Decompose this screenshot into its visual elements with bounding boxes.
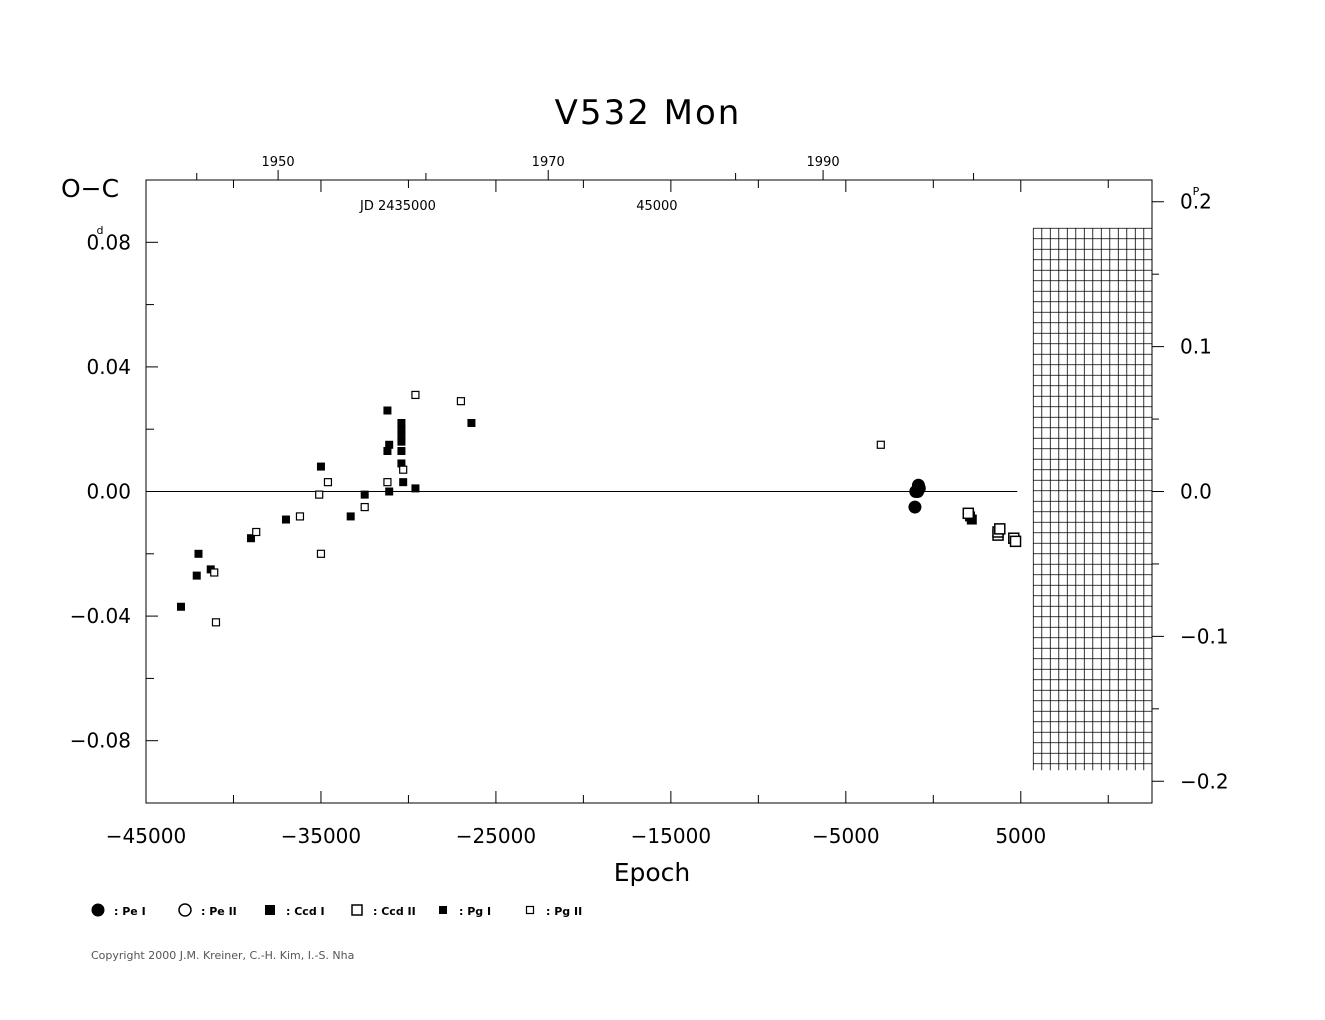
x-tick-label: −35000 (281, 824, 361, 848)
jd-tick-label: JD 2435000 (359, 199, 436, 214)
data-point (176, 602, 185, 611)
x-tick-label: −25000 (456, 824, 536, 848)
axes (145, 179, 1153, 804)
data-point (315, 490, 324, 499)
data-point (962, 507, 975, 520)
data-point (397, 447, 406, 456)
y-axis-label: O−C (61, 174, 119, 203)
right-tick-label: −0.2 (1180, 769, 1229, 793)
data-point (399, 465, 408, 474)
legend-marker (439, 906, 447, 914)
x-tick-label: 5000 (995, 824, 1046, 848)
y-tick-label: −0.08 (70, 729, 131, 753)
y-tick-label: 0.04 (86, 355, 131, 379)
data-point (385, 487, 394, 496)
legend-marker (265, 905, 275, 915)
data-point (397, 437, 406, 446)
legend: : Pe I : Pe II : Ccd I : Ccd II : Pg I : Pg I… (91, 903, 582, 918)
data-point (456, 397, 466, 406)
grid-region (1032, 227, 1152, 771)
data-point (346, 512, 355, 521)
data-point (210, 568, 219, 577)
legend-marker (351, 904, 363, 916)
data-point (383, 406, 392, 415)
y-unit-superscript: d (97, 224, 104, 237)
data-point (252, 527, 261, 537)
data-point (397, 459, 406, 468)
legend-marker (178, 903, 192, 917)
legend-label: : Ccd I (286, 905, 325, 918)
year-tick-label: 1950 (262, 155, 295, 170)
data-points (176, 390, 1022, 627)
x-tick-label: −5000 (812, 824, 880, 848)
data-point (385, 440, 394, 449)
data-point (192, 571, 201, 580)
legend-label: : Pg I (459, 905, 491, 918)
data-point (281, 515, 290, 524)
copyright: Copyright 2000 J.M. Kreiner, C.-H. Kim, … (91, 949, 355, 962)
legend-label: : Pg II (546, 905, 582, 918)
data-point (397, 425, 406, 434)
data-point (360, 490, 369, 499)
data-point (323, 478, 333, 487)
x-axis-label: Epoch (614, 858, 691, 887)
data-point (397, 431, 406, 440)
chart-title: V532 Mon (555, 93, 742, 133)
data-point (316, 462, 325, 471)
data-point (383, 478, 392, 487)
tick-labels: −45000 −35000 −25000 −15000 −5000 5000 0.08 0.0… (70, 155, 1229, 848)
data-point (211, 618, 221, 627)
jd-tick-label: 45000 (636, 199, 677, 214)
right-tick-label: 0.1 (1180, 335, 1212, 359)
data-point (316, 549, 326, 558)
data-point (397, 418, 406, 427)
legend-marker (91, 903, 105, 917)
legend-marker (525, 905, 535, 915)
x-tick-label: −15000 (631, 824, 711, 848)
data-point (360, 502, 369, 512)
y-tick-label: −0.04 (70, 604, 131, 628)
right-tick-label: 0.0 (1180, 480, 1212, 504)
legend-label: : Ccd II (373, 905, 416, 918)
data-point (295, 512, 305, 521)
data-point (911, 485, 925, 498)
data-point (994, 523, 1006, 535)
data-point (411, 390, 420, 400)
data-point (383, 447, 392, 456)
right-tick-label: 0.2 (1180, 190, 1212, 214)
y-tick-label: 0.08 (86, 230, 131, 254)
right-tick-label: −0.1 (1180, 624, 1229, 648)
data-point (411, 484, 420, 493)
data-point (1009, 535, 1022, 548)
y-tick-label: 0.00 (86, 480, 131, 504)
x-tick-label: −45000 (106, 824, 186, 848)
year-tick-label: 1990 (807, 155, 840, 170)
legend-label: : Pe I (114, 905, 146, 918)
legend-label: : Pe II (201, 905, 237, 918)
year-tick-label: 1970 (532, 155, 565, 170)
data-point (876, 440, 885, 449)
right-unit-superscript: P (1193, 185, 1200, 198)
data-point (908, 500, 922, 514)
ticks (145, 170, 1164, 804)
data-point (246, 534, 255, 543)
data-point (399, 478, 408, 487)
data-point (194, 549, 203, 558)
data-point (467, 418, 476, 427)
